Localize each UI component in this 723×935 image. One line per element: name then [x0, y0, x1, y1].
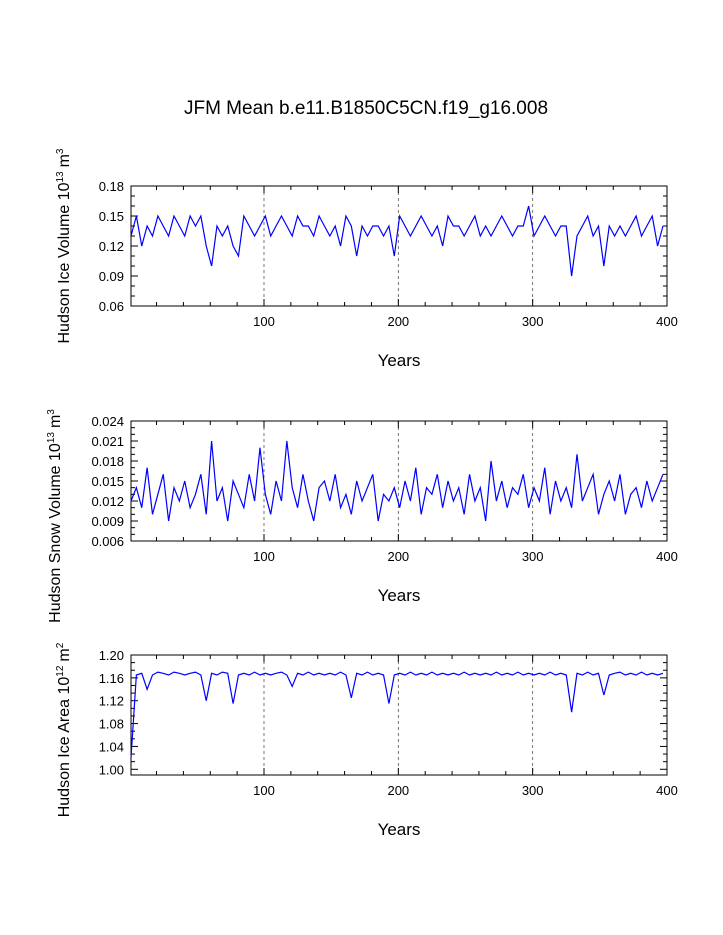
y-tick-label: 1.08 [99, 717, 124, 732]
y-label-exponent: 13 [46, 432, 57, 444]
y-tick-label: 0.024 [91, 414, 124, 429]
x-axis-label: Years [378, 820, 421, 839]
y-axis-label: Hudson Ice Area 1012 m2 [55, 642, 73, 817]
plot-frame [130, 185, 668, 307]
y-tick-label: 0.018 [91, 454, 124, 469]
y-label-unit: m [56, 648, 73, 661]
y-tick-label: 1.00 [99, 762, 124, 777]
x-tick-labels: 100 200 300 400 [253, 314, 678, 329]
y-label-unit-exponent: 3 [55, 148, 66, 154]
y-tick-labels: 0.006 0.009 0.012 0.015 0.018 0.021 0.024 [91, 414, 124, 549]
y-label-main: Hudson Ice Area 10 [56, 677, 73, 818]
x-tick-labels: 100 200 300 400 [253, 783, 678, 798]
y-tick-label: 0.09 [99, 269, 124, 284]
series-line [130, 671, 664, 758]
y-tick-label: 0.021 [91, 434, 124, 449]
y-tick-labels: 1.00 1.04 1.08 1.12 1.16 1.20 [99, 648, 124, 777]
y-label-unit: m [56, 154, 73, 167]
x-tick-labels: 100 200 300 400 [253, 549, 678, 564]
x-tick-label-100: 100 [253, 783, 275, 798]
y-tick-label: 1.12 [99, 694, 124, 709]
y-tick-label: 1.16 [99, 671, 124, 686]
x-tick-label-200: 200 [387, 314, 409, 329]
y-tick-label: 0.012 [91, 494, 124, 509]
y-tick-label: 0.18 [99, 179, 124, 194]
y-label-unit-exponent: 3 [46, 409, 57, 415]
x-tick-label-200: 200 [387, 549, 409, 564]
y-axis-label: Hudson Snow Volume 1013 m3 [46, 409, 64, 623]
y-tick-label: 0.06 [99, 299, 124, 314]
series-line [130, 440, 664, 522]
y-tick-label: 0.12 [99, 239, 124, 254]
y-label-exponent: 13 [55, 171, 66, 183]
x-tick-label-300: 300 [522, 314, 544, 329]
y-label-main: Hudson Ice Volume 10 [56, 182, 73, 343]
y-label-exponent: 12 [55, 665, 66, 677]
y-label-unit: m [47, 415, 64, 428]
axis-ticks [131, 185, 668, 307]
vertical-gridlines [263, 186, 534, 306]
y-label-unit-exponent: 2 [55, 642, 66, 648]
y-label-main: Hudson Snow Volume 10 [47, 443, 64, 623]
plot-frame [130, 420, 668, 542]
y-tick-label: 0.015 [91, 474, 124, 489]
x-tick-label-200: 200 [387, 783, 409, 798]
x-axis-label: Years [378, 351, 421, 370]
series-line [130, 205, 664, 277]
axis-ticks [131, 420, 668, 542]
y-tick-labels: 0.06 0.09 0.12 0.15 0.18 [99, 179, 124, 314]
panel-ice-volume: 0.060.090.120.150.18 100 200 300 400 Years … [55, 148, 678, 370]
x-tick-label-100: 100 [253, 314, 275, 329]
y-tick-label: 1.04 [99, 739, 124, 754]
x-tick-label-400: 400 [656, 314, 678, 329]
y-tick-label: 0.006 [91, 534, 124, 549]
vertical-gridlines [263, 655, 534, 775]
x-axis-label: Years [378, 586, 421, 605]
x-tick-label-300: 300 [522, 783, 544, 798]
panel-snow-volume: 0.006 0.009 0.012 0.015 0.018 0.021 0.024 100 2… [46, 409, 678, 623]
y-tick-label: 1.20 [99, 648, 124, 663]
y-tick-label: 0.009 [91, 514, 124, 529]
y-tick-label: 0.15 [99, 209, 124, 224]
x-tick-label-100: 100 [253, 549, 275, 564]
plot-frame [130, 654, 668, 776]
x-tick-label-400: 400 [656, 783, 678, 798]
figure-title: JFM Mean b.e11.B1850C5CN.f19_g16.008 [184, 98, 548, 119]
x-tick-label-400: 400 [656, 549, 678, 564]
x-tick-label-300: 300 [522, 549, 544, 564]
y-axis-label: Hudson Ice Volume 1013 m3 [55, 148, 73, 343]
panel-ice-area: 1.00 1.04 1.08 1.12 1.16 1.20 100 200 300 400 Ye… [55, 642, 678, 839]
